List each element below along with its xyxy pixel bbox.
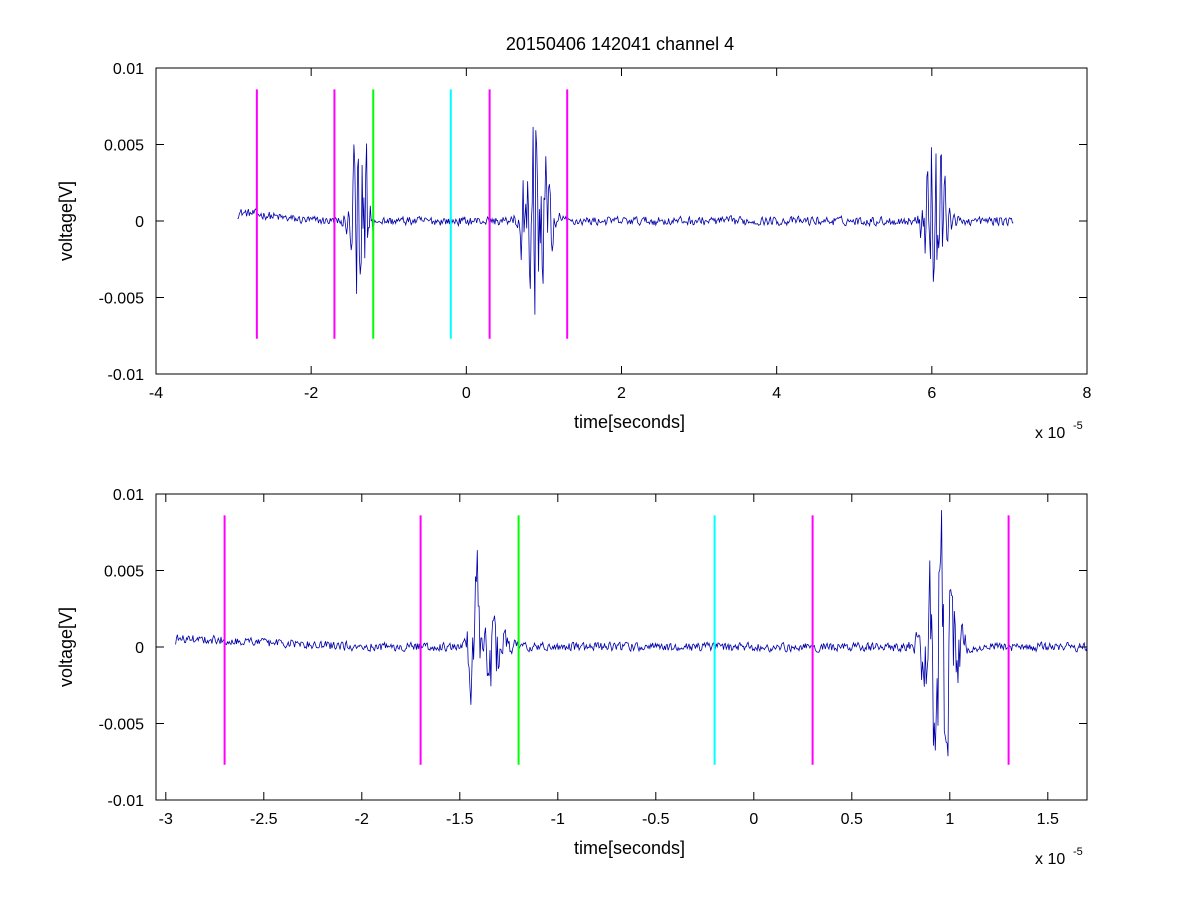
x-tick-label: -2 — [355, 811, 369, 828]
x-tick-label: 0.5 — [841, 811, 863, 828]
plot-area — [237, 89, 1014, 339]
y-tick-label: 0.005 — [104, 138, 144, 155]
y-axis-label: voltage[V] — [56, 607, 76, 687]
top-subplot: -4 -2 0 2 4 6 8 -0.01 -0.005 0 0.005 0.01 time[secon… — [56, 61, 1092, 442]
x-multiplier-exponent: -5 — [1073, 846, 1083, 858]
x-multiplier: x 10 — [1035, 425, 1065, 442]
x-tick-label: -1 — [551, 811, 565, 828]
y-tick-label: 0.005 — [104, 564, 144, 581]
signal-line — [175, 510, 1087, 757]
x-tick-label: 8 — [1083, 385, 1092, 402]
x-tick-label: 0 — [749, 811, 758, 828]
x-multiplier-exponent: -5 — [1073, 420, 1083, 432]
x-tick-label: 4 — [772, 385, 781, 402]
y-tick-label: 0 — [135, 214, 144, 231]
figure-title: 20150406 142041 channel 4 — [506, 34, 734, 54]
x-tick-label: -2.5 — [250, 811, 278, 828]
y-tick-label: -0.01 — [108, 367, 145, 384]
x-tick-label: 0 — [462, 385, 471, 402]
signal-line — [237, 126, 1014, 315]
y-axis-label: voltage[V] — [56, 181, 76, 261]
y-tick-label: -0.01 — [108, 793, 145, 810]
x-tick-label: 1 — [945, 811, 954, 828]
x-tick-label: -4 — [149, 385, 163, 402]
plot-area — [175, 510, 1087, 765]
x-multiplier: x 10 — [1035, 851, 1065, 868]
x-tick-label: -3 — [159, 811, 173, 828]
y-tick-label: -0.005 — [99, 717, 144, 734]
y-tick-label: 0.01 — [113, 487, 144, 504]
x-tick-label: 1.5 — [1037, 811, 1059, 828]
x-tick-label: 6 — [927, 385, 936, 402]
x-tick-label: -0.5 — [642, 811, 670, 828]
y-tick-label: 0.01 — [113, 61, 144, 78]
x-tick-label: 2 — [617, 385, 626, 402]
x-tick-label: -1.5 — [446, 811, 474, 828]
x-tick-label: -2 — [304, 385, 318, 402]
y-tick-label: -0.005 — [99, 291, 144, 308]
x-axis-label: time[seconds] — [574, 412, 685, 432]
x-axis-label: time[seconds] — [574, 838, 685, 858]
bottom-subplot: -3 -2.5 -2 -1.5 -1 -0.5 0 0.5 1 1.5 -0.01 -0.005 0 0.… — [56, 487, 1088, 868]
y-tick-label: 0 — [135, 640, 144, 657]
